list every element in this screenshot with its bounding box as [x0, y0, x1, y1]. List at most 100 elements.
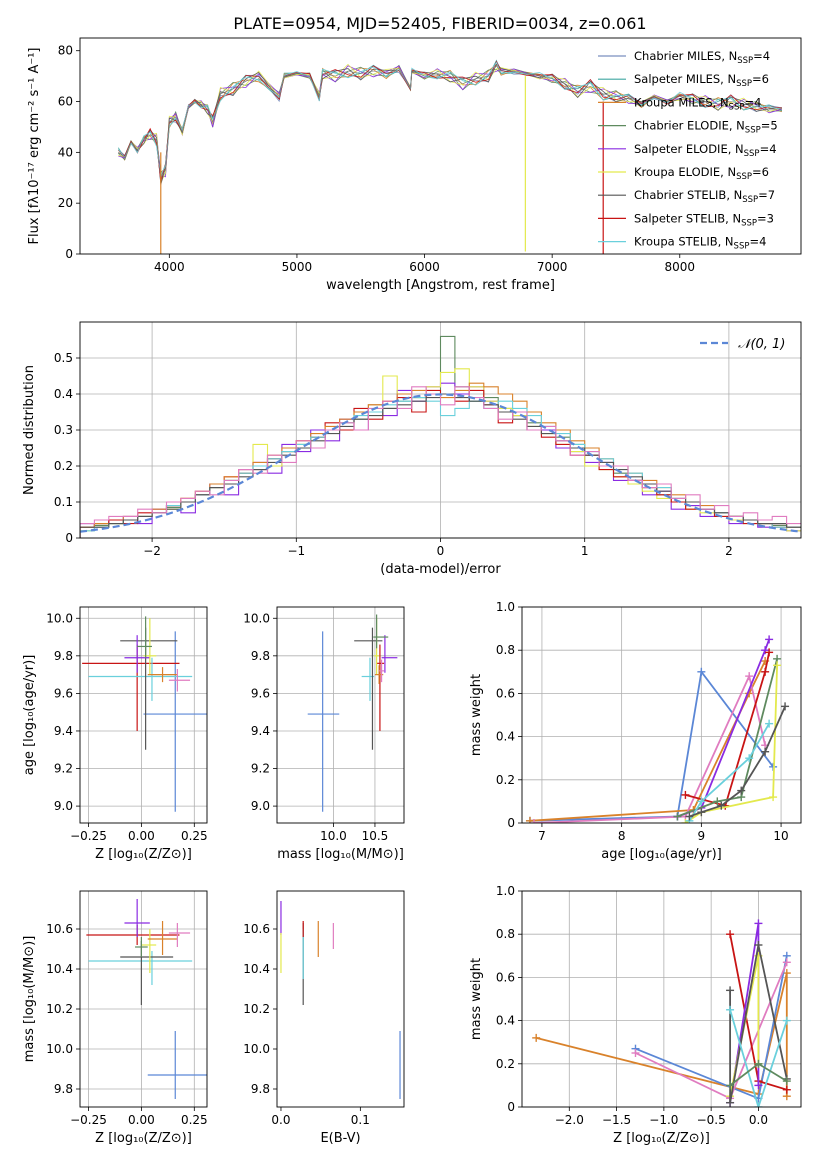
- legend-label: Salpeter STELIB, N: [634, 211, 741, 225]
- error-bar-point: [168, 923, 191, 947]
- legend-label: Kroupa MILES, N: [634, 95, 729, 109]
- x-axis-label: Z [log₁₀(Z/Z⊙)]: [95, 1131, 192, 1146]
- y-tick-label: 10.0: [243, 1042, 270, 1056]
- legend-subscript: SSP: [745, 126, 761, 136]
- axes-frame: [79, 321, 802, 539]
- grid: [80, 607, 207, 823]
- y-tick-label: 0: [65, 247, 73, 261]
- spectrum-data-line: [118, 65, 782, 179]
- y-tick-label: 10.0: [46, 1042, 73, 1056]
- legend-label: Chabrier MILES, N: [634, 49, 737, 63]
- error-bar-point: [147, 921, 178, 955]
- plot-area: [280, 901, 401, 1099]
- y-tick-label: 0.8: [496, 927, 515, 941]
- axes-frame: [276, 606, 405, 824]
- axes: 7 8 9 10 0 0.2 0.4 0.6 0.8 1.0 age [log₁₀(age/yr)]…: [469, 600, 802, 862]
- x-tick-label: 1: [581, 544, 589, 558]
- error-bar-point: [373, 614, 389, 649]
- legend-suffix: =6: [752, 72, 769, 86]
- x-tick-label: −0.25: [70, 829, 107, 843]
- y-tick-label: 10.2: [46, 1002, 73, 1016]
- weight-series-line: [729, 944, 788, 1103]
- error-bar-point: [86, 925, 180, 945]
- x-tick-label: 7000: [537, 260, 568, 274]
- legend-entry: Chabrier MILES, NSSP=4: [634, 49, 770, 66]
- plot-area: [532, 919, 791, 1107]
- axes-frame: [521, 890, 802, 1108]
- y-tick-label: 9.6: [251, 686, 270, 700]
- x-tick-label: 0.1: [351, 1113, 370, 1127]
- weight-series-line: [729, 1009, 788, 1107]
- y-tick-label: 0: [507, 1100, 515, 1114]
- y-tick-label: 40: [58, 145, 73, 159]
- axes-frame: [521, 606, 802, 824]
- y-tick-label: 60: [58, 95, 73, 109]
- legend-suffix: =4: [744, 95, 761, 109]
- weight-marker: [782, 1085, 791, 1094]
- weight-marker: [532, 1033, 541, 1042]
- legend-entry: 𝒩(0, 1): [738, 337, 785, 352]
- weight-marker: [745, 754, 754, 763]
- y-tick-label: 0.4: [54, 387, 73, 401]
- weight-marker: [745, 672, 754, 681]
- y-tick-label: 0.4: [496, 1014, 515, 1028]
- error-bar-point: [88, 951, 193, 985]
- weight-marker: [726, 1005, 735, 1014]
- y-axis-label: Flux [fλ10⁻¹⁷ erg cm⁻² s⁻¹ A⁻¹]: [27, 48, 42, 245]
- chart-age_vs_z: −0.25 0.00 0.25 9.0 9.2 9.4 9.6 9.8 10.0 Z [log₁₀…: [22, 606, 208, 862]
- weight-series-line: [685, 652, 770, 807]
- y-tick-label: 9.8: [251, 649, 270, 663]
- y-axis-label: age [log₁₀(age/yr)]: [22, 655, 37, 776]
- error-bar-point: [120, 941, 174, 1005]
- weight-marker: [765, 719, 774, 728]
- error-bar-point: [135, 937, 148, 957]
- plot-area: [307, 614, 398, 812]
- chart-age_vs_mass: 10.0 10.5 9.0 9.2 9.4 9.6 9.8 10.0 mass [log₁₀(M…: [243, 606, 405, 862]
- error-bar-point: [168, 668, 191, 692]
- axes-frame: [79, 37, 802, 255]
- axes-frame: [79, 890, 208, 1108]
- y-axis-label: mass weight: [469, 674, 484, 756]
- y-tick-label: 0.1: [54, 495, 73, 509]
- weight-series-line: [689, 706, 786, 818]
- legend-entry: Chabrier ELODIE, NSSP=5: [634, 119, 778, 136]
- x-tick-label: 8000: [664, 260, 695, 274]
- axes-frame: [276, 890, 405, 1108]
- weight-marker: [782, 1016, 791, 1025]
- x-tick-label: 4000: [154, 260, 185, 274]
- weight-marker: [765, 648, 774, 657]
- weight-marker: [726, 1081, 735, 1090]
- weight-marker: [761, 747, 770, 756]
- weight-marker: [782, 1077, 791, 1086]
- legend-label: Kroupa ELODIE, N: [634, 165, 736, 179]
- legend-suffix: =6: [752, 165, 769, 179]
- x-tick-label: −1.0: [649, 1113, 678, 1127]
- legend-suffix: =4: [760, 142, 777, 156]
- x-tick-label: 0.00: [128, 829, 155, 843]
- legend-subscript: SSP: [744, 149, 760, 159]
- legend-suffix: =7: [758, 188, 775, 202]
- grid: [277, 607, 404, 823]
- legend-entry: Chabrier STELIB, NSSP=7: [634, 188, 775, 205]
- error-bar-point: [147, 667, 178, 683]
- chart-mass_vs_ebv: 0.0 0.1 9.8 10.0 10.2 10.4 10.6 E(B-V): [243, 890, 405, 1146]
- weight-marker: [765, 635, 774, 644]
- weight-series-line: [677, 639, 770, 818]
- spectrum-line: [117, 61, 782, 177]
- weight-series-line: [688, 723, 770, 822]
- y-tick-label: 10.2: [243, 1002, 270, 1016]
- y-tick-label: 9.4: [251, 724, 270, 738]
- y-tick-label: 9.0: [251, 799, 270, 813]
- error-bar-point: [307, 631, 340, 812]
- weight-marker: [761, 667, 770, 676]
- x-tick-label: 10: [773, 829, 788, 843]
- weight-marker: [754, 919, 763, 928]
- legend-subscript: SSP: [736, 172, 752, 182]
- legend-entry: Salpeter ELODIE, NSSP=4: [634, 142, 777, 159]
- y-tick-label: 0.6: [496, 686, 515, 700]
- x-tick-label: 0.0: [271, 1113, 290, 1127]
- y-tick-label: 0: [65, 531, 73, 545]
- y-tick-label: 0.3: [54, 423, 73, 437]
- figure-title: PLATE=0954, MJD=52405, FIBERID=0034, z=0…: [233, 14, 646, 33]
